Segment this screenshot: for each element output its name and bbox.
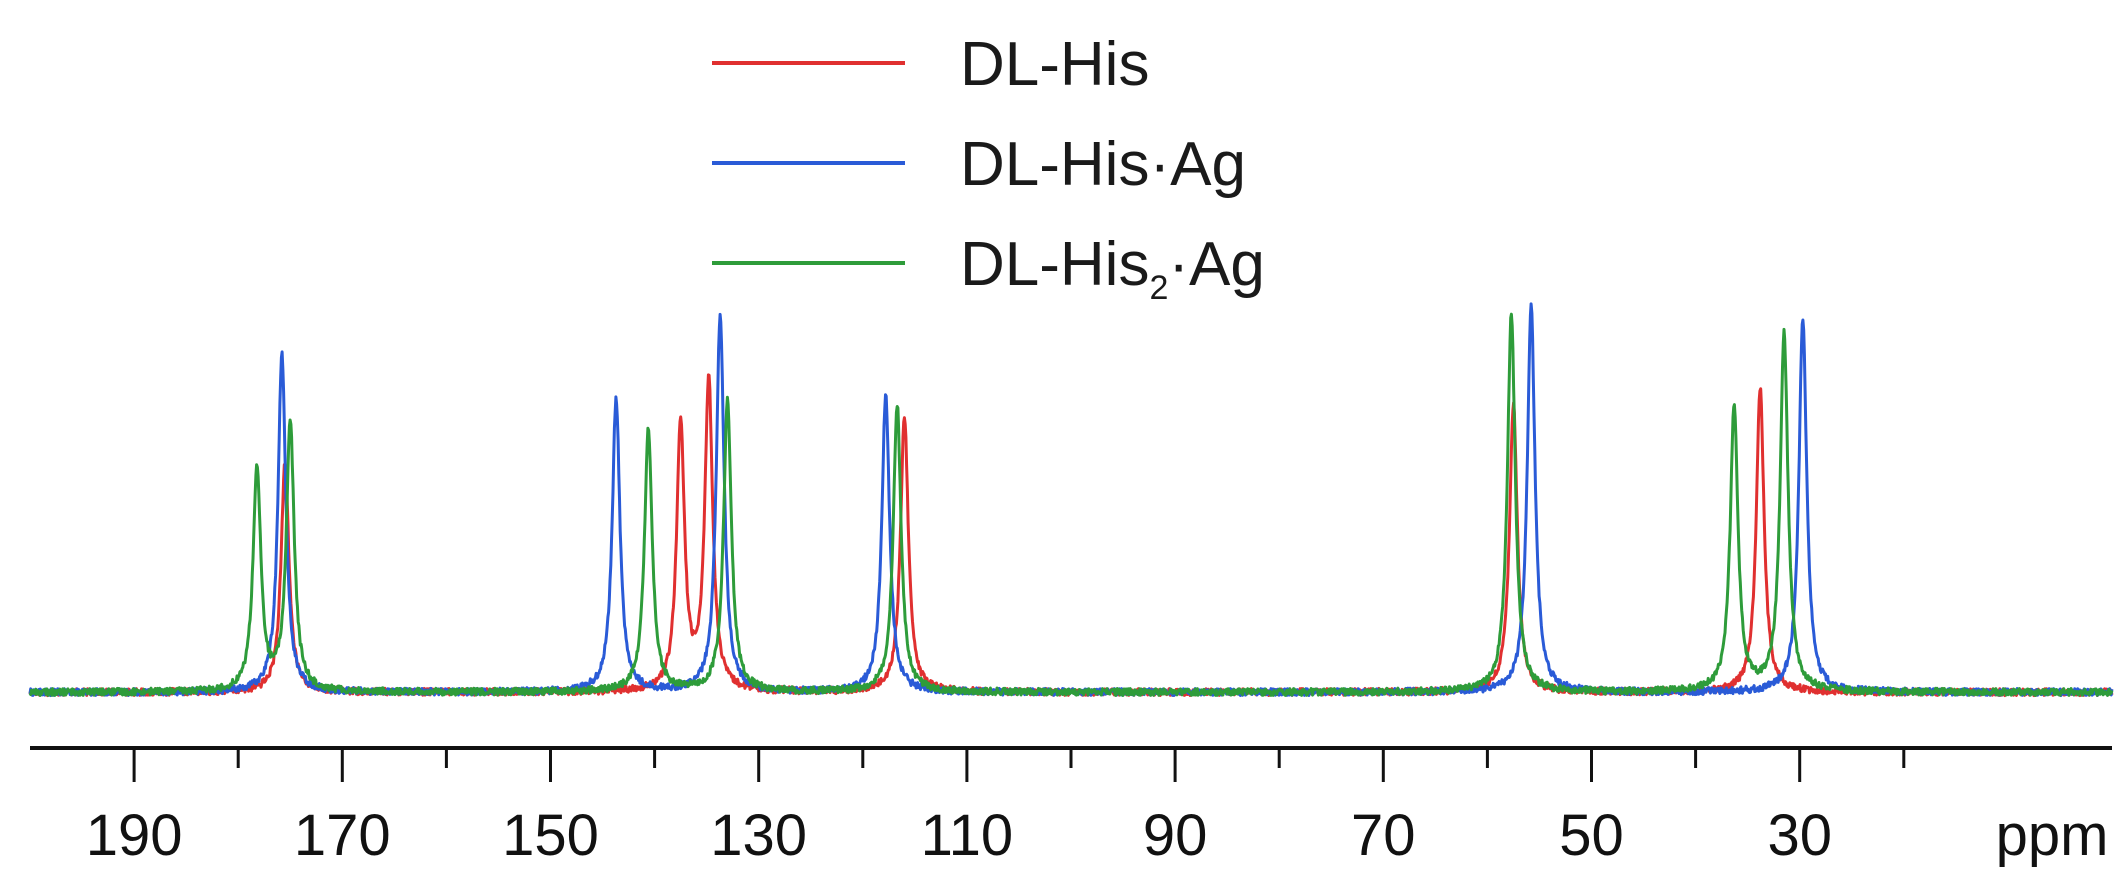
x-axis-tick-label: 150 [502, 803, 599, 868]
legend: DL-His DL-His·Ag DL-His2·Ag [712, 30, 1265, 307]
x-axis-ticks: 190 170 150 130 110 90 70 50 30 [86, 748, 1906, 868]
x-axis-tick-label: 190 [86, 803, 183, 868]
x-axis-tick-label: 70 [1351, 803, 1416, 868]
legend-label-dl-his2-ag-suffix: ·Ag [1168, 230, 1264, 299]
series-line-2 [28, 312, 2114, 697]
x-axis-tick-label: 90 [1143, 803, 1208, 868]
legend-label-dl-his2-ag: DL-His2·Ag [960, 230, 1265, 307]
x-axis-tick-label: 50 [1559, 803, 1624, 868]
x-axis: 190 170 150 130 110 90 70 50 30 ppm [30, 746, 2112, 868]
x-axis-tick-label: 30 [1767, 803, 1832, 868]
x-axis-tick-label: 110 [921, 803, 1013, 868]
spectra-group [28, 302, 2114, 698]
legend-label-dl-his-ag: DL-His·Ag [960, 130, 1246, 199]
series-line-1 [28, 302, 2114, 698]
legend-label-dl-his2-ag-subscript: 2 [1149, 269, 1168, 307]
x-axis-unit-label: ppm [1996, 803, 2109, 868]
x-axis-tick-label: 170 [294, 803, 391, 868]
legend-label-dl-his2-ag-prefix: DL-His [960, 230, 1149, 299]
legend-label-dl-his: DL-His [960, 30, 1149, 99]
x-axis-tick-label: 130 [710, 803, 807, 868]
